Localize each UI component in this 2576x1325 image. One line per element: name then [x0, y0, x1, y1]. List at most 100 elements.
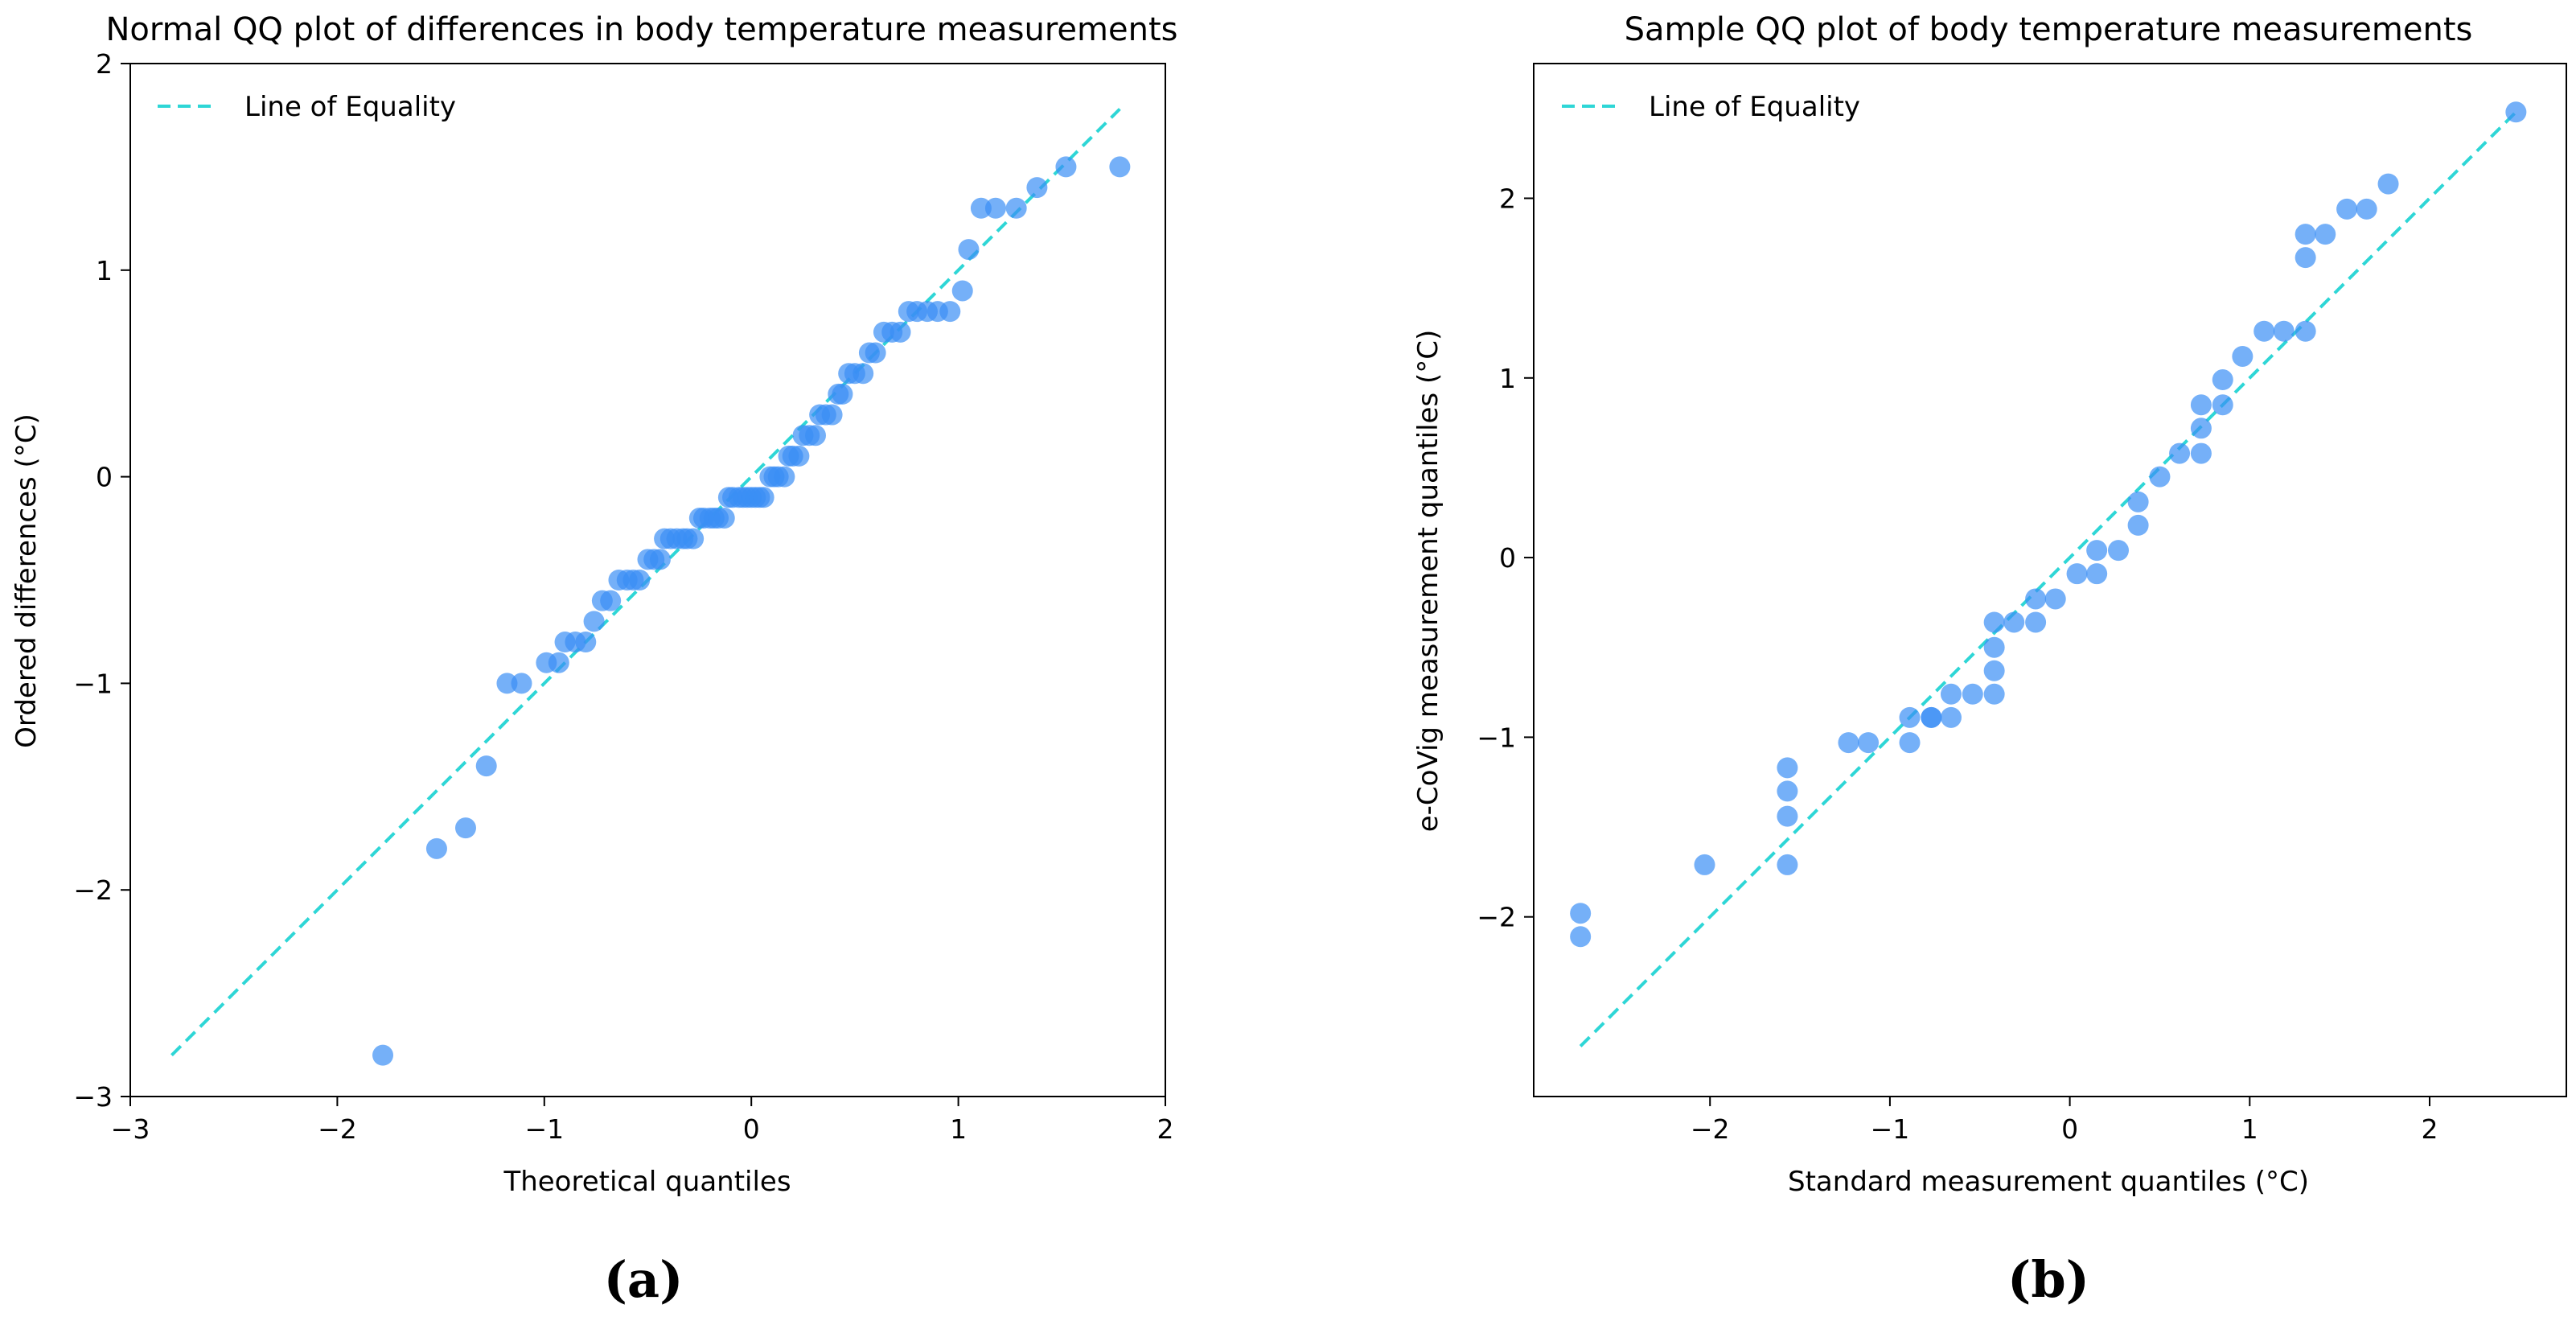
panel-b-data-point	[1777, 854, 1798, 875]
panel-b-data-point	[1899, 706, 1921, 728]
panel-b-data-point	[2232, 345, 2253, 367]
panel-a-data-point	[1005, 197, 1027, 219]
panel-a-data-point	[629, 570, 651, 590]
panel-b-data-point	[1838, 732, 1859, 754]
panel-a-data-point	[865, 342, 886, 364]
panel-b-data-point	[2003, 611, 2025, 633]
panel-a-y-tick-label: 2	[96, 48, 113, 80]
panel-b-x-tick-label: 1	[2241, 1113, 2258, 1145]
panel-a-data-point	[984, 197, 1006, 219]
panel-a-data-point	[649, 549, 671, 570]
panel-a-x-tick-label: 2	[1157, 1113, 1174, 1145]
panel-a-qq-plot: Normal QQ plot of differences in body te…	[10, 11, 1178, 1309]
panel-b-x-axis-label: Standard measurement quantiles (°C)	[1788, 1166, 2309, 1198]
panel-b-data-point	[1858, 732, 1880, 754]
panel-b-data-point	[1983, 611, 2005, 633]
panel-a-data-point	[575, 632, 597, 653]
panel-a-x-axis-label: Theoretical quantiles	[503, 1166, 791, 1198]
panel-b-data-point	[1777, 757, 1798, 779]
panel-b-data-point	[1570, 903, 1592, 924]
panel-a-data-point	[804, 425, 826, 446]
panel-a-y-tick-label: 0	[96, 462, 113, 493]
panel-a-data-point	[821, 404, 843, 426]
panel-a-data-point	[511, 673, 532, 694]
panel-b-data-point	[1940, 683, 1962, 705]
panel-a-data-point	[425, 837, 447, 859]
panel-a-legend-label: Line of Equality	[244, 91, 456, 123]
panel-a-y-ticks: −3 −2 −1 0 1 2	[73, 48, 130, 1113]
panel-b-data-point	[1983, 660, 2005, 681]
panel-a-data-point	[970, 197, 992, 219]
panel-a-data-point	[889, 321, 911, 343]
panel-a-legend: Line of Equality	[158, 91, 456, 123]
panel-b-y-tick-label: −1	[1477, 722, 1516, 753]
panel-b-data-point	[1940, 706, 1962, 728]
panel-a-data-point	[853, 363, 874, 385]
panel-a-data-point	[832, 383, 853, 405]
panel-a-data-point	[583, 611, 605, 632]
panel-b-data-point	[2066, 563, 2088, 585]
panel-a-data-point	[951, 280, 973, 302]
panel-a-y-tick-label: −1	[73, 668, 113, 699]
panel-a-data-point	[454, 817, 476, 839]
panel-b-x-tick-label: −1	[1871, 1113, 1910, 1145]
panel-a-data-point	[788, 445, 810, 467]
panel-b-data-point	[1899, 732, 1921, 754]
panel-a-y-tick-label: −2	[73, 874, 113, 906]
panel-b-data-point	[1921, 706, 1942, 728]
panel-a-caption: (a)	[604, 1250, 684, 1309]
panel-a-x-tick-label: −3	[111, 1113, 150, 1145]
panel-b-data-point	[2505, 101, 2527, 123]
panel-b-qq-plot: Sample QQ plot of body temperature measu…	[1412, 11, 2567, 1309]
panel-b-y-tick-label: 1	[1499, 363, 1516, 394]
panel-a-y-tick-label: −3	[73, 1081, 113, 1113]
panel-b-data-point	[2315, 224, 2336, 245]
panel-b-data-points	[1570, 101, 2527, 948]
panel-b-data-point	[2086, 540, 2108, 562]
panel-b-data-point	[1777, 780, 1798, 802]
panel-a-data-point	[683, 528, 705, 549]
panel-b-data-point	[2025, 611, 2047, 633]
panel-a-data-point	[774, 466, 795, 488]
panel-b-legend: Line of Equality	[1562, 91, 1860, 123]
panel-b-x-tick-label: 0	[2061, 1113, 2078, 1145]
panel-b-data-point	[1570, 926, 1592, 948]
panel-a-data-point	[1055, 156, 1077, 178]
panel-b-legend-label: Line of Equality	[1649, 91, 1860, 123]
panel-b-data-point	[2212, 369, 2233, 391]
panel-b-y-axis-label: e-CoVig measurement quantiles (°C)	[1412, 330, 1444, 833]
panel-a-data-point	[600, 590, 622, 611]
panel-b-y-ticks: −2 −1 0 1 2	[1477, 183, 1534, 933]
panel-b-data-point	[1962, 683, 1983, 705]
panel-b-x-tick-label: −2	[1691, 1113, 1730, 1145]
panel-a-data-points	[372, 156, 1131, 1066]
panel-a-title: Normal QQ plot of differences in body te…	[106, 11, 1178, 48]
panel-a-data-point	[548, 652, 569, 673]
panel-a-x-ticks: −3 −2 −1 0 1 2	[111, 1097, 1174, 1145]
panel-a-data-point	[713, 507, 735, 529]
panel-b-x-tick-label: 2	[2421, 1113, 2438, 1145]
panel-a-data-point	[1026, 177, 1048, 199]
panel-b-data-point	[2044, 588, 2066, 610]
panel-b-data-point	[1694, 854, 1715, 875]
panel-a-data-point	[496, 673, 518, 694]
panel-a-data-point	[475, 755, 497, 777]
panel-b-data-point	[2108, 540, 2130, 562]
panel-a-x-tick-label: 0	[743, 1113, 760, 1145]
panel-b-data-point	[2377, 173, 2399, 195]
panel-b-data-point	[2169, 442, 2191, 464]
panel-b-data-point	[2295, 247, 2316, 269]
panel-b-data-point	[2295, 320, 2316, 342]
panel-a-y-axis-label: Ordered differences (°C)	[10, 414, 43, 748]
panel-b-data-point	[2127, 491, 2149, 512]
panel-a-data-point	[753, 487, 774, 508]
panel-b-data-point	[2273, 320, 2295, 342]
panel-b-data-point	[2149, 466, 2171, 488]
panel-b-data-point	[2190, 418, 2212, 439]
panel-b-data-point	[2295, 224, 2316, 245]
panel-b-data-point	[2025, 588, 2047, 610]
panel-b-data-point	[2086, 563, 2108, 585]
panel-b-data-point	[1777, 805, 1798, 827]
panel-a-y-tick-label: 1	[96, 255, 113, 286]
